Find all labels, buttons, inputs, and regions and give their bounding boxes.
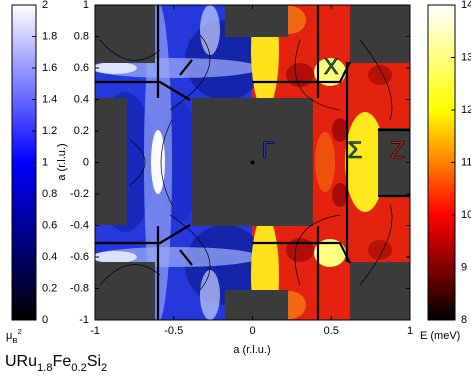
- colorbar-tick-label: 1.6: [42, 62, 57, 74]
- intensity-region: [368, 240, 392, 260]
- contour-line: [99, 39, 161, 61]
- excluded-region: [350, 5, 410, 63]
- x-tick-label: -0.5: [164, 325, 183, 337]
- colorbar-tick-label: 12: [461, 104, 471, 116]
- intensity-region: [286, 238, 314, 262]
- label-part: 2: [101, 362, 107, 374]
- x-tick-label: 0.5: [324, 325, 339, 337]
- x-tick-label: 1: [407, 325, 413, 337]
- colorbar-label: μB2: [6, 327, 22, 345]
- y-tick-label: -0.4: [70, 219, 89, 231]
- y-tick-label: 0.4: [74, 93, 89, 105]
- y-tick-label: 0: [83, 156, 89, 168]
- intensity-region: [95, 251, 137, 263]
- intensity-region: [314, 239, 346, 267]
- colorbar-tick-label: 1: [42, 156, 48, 168]
- colorbar-tick-label: 1.4: [42, 93, 57, 105]
- origin-dot: [250, 160, 255, 165]
- label-part: μ: [6, 330, 12, 342]
- x-tick-label: -1: [90, 325, 100, 337]
- label-part: 2: [17, 327, 21, 336]
- excluded-region: [95, 5, 155, 63]
- intensity-region: [314, 58, 346, 86]
- y-tick-label: 0.6: [74, 62, 89, 74]
- annotation: X: [324, 54, 339, 79]
- contour-line: [160, 119, 173, 206]
- intensity-region: [200, 270, 220, 320]
- contour-line: [95, 80, 191, 101]
- intensity-region: [200, 5, 220, 55]
- colorbar-tick-label: 0.6: [42, 219, 57, 231]
- colorbar-tick-label: 9: [461, 261, 467, 273]
- contour-line: [294, 214, 341, 286]
- y-tick-label: -0.6: [70, 251, 89, 263]
- contour-line: [179, 249, 193, 266]
- colorbar-tick-label: 10: [461, 209, 471, 221]
- colorbar-tick-label: 0: [42, 314, 48, 326]
- annotation: Σ: [347, 137, 362, 164]
- colorbar-tick-label: 0.8: [42, 188, 57, 200]
- contour-line: [359, 204, 393, 286]
- intensity-region: [151, 130, 165, 194]
- label-part: 1.8: [37, 362, 53, 374]
- colorbar-tick-label: 0.4: [42, 251, 57, 263]
- colorbar-tick-label: 0.2: [42, 282, 57, 294]
- contour-line: [99, 264, 161, 286]
- intensity-region: [95, 58, 260, 78]
- colorbar-tick-label: 1.8: [42, 30, 57, 42]
- y-tick-label: -1: [79, 314, 89, 326]
- intensity-region: [95, 62, 137, 74]
- excluded-region: [378, 128, 410, 196]
- excluded-region: [225, 5, 288, 37]
- contour-line: [169, 214, 211, 291]
- excluded-region: [95, 262, 155, 320]
- colorbar-tick-label: 8: [461, 314, 467, 326]
- contour-line: [95, 224, 191, 245]
- label-part: Fe: [53, 353, 72, 370]
- contour-line: [179, 59, 193, 76]
- colorbar-tick-label: 11: [461, 156, 471, 168]
- contour-line: [129, 139, 146, 186]
- intensity-region: [95, 247, 260, 267]
- x-tick-label: 0: [249, 325, 255, 337]
- y-tick-label: 1: [83, 0, 89, 11]
- annotation: Γ: [262, 137, 275, 164]
- y-tick-label: 0.2: [74, 125, 89, 137]
- intensity-region: [332, 183, 348, 207]
- contour-line: [169, 34, 211, 111]
- colorbar-tick-label: 2: [42, 0, 48, 11]
- contour-line: [359, 39, 393, 121]
- colorbar: [427, 4, 456, 321]
- colorbar-label: E (meV): [420, 330, 460, 342]
- contour-line: [294, 39, 341, 111]
- y-tick-label: 0.8: [74, 30, 89, 42]
- label-part: URu: [5, 353, 37, 370]
- y-tick-label: -0.2: [70, 188, 89, 200]
- excluded-region: [350, 262, 410, 320]
- y-tick-label: -0.8: [70, 282, 89, 294]
- colorbar-tick-label: 14: [461, 0, 471, 11]
- colorbar-tick-label: 1.2: [42, 125, 57, 137]
- label-part: Si: [87, 353, 101, 370]
- intensity-region: [345, 112, 385, 212]
- label-part: 0.2: [71, 362, 87, 374]
- intensity-region: [315, 132, 335, 192]
- sample-name: URu1.8Fe0.2Si2: [5, 353, 107, 374]
- excluded-region: [95, 98, 127, 225]
- y-axis-label: a (r.l.u.): [56, 143, 68, 180]
- label-part: B: [12, 336, 17, 345]
- x-axis-label: a (r.l.u.): [233, 344, 270, 356]
- intensity-region: [286, 63, 314, 87]
- intensity-region: [368, 65, 392, 85]
- contour-map: [95, 5, 410, 320]
- intensity-region: [332, 118, 348, 142]
- colorbar-tick-label: 13: [461, 51, 471, 63]
- annotation: Z: [390, 137, 405, 164]
- excluded-region: [225, 290, 288, 320]
- label-part: E (meV): [420, 330, 460, 342]
